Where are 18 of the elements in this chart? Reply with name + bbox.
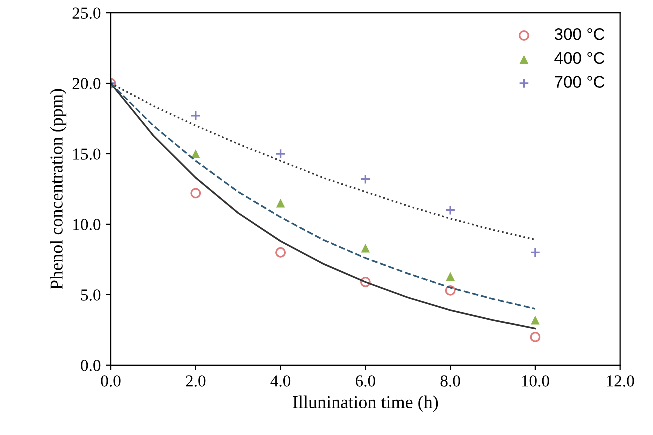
legend-label: 400 °C xyxy=(554,52,605,64)
y-tick-label: 15.0 xyxy=(74,148,101,160)
y-axis-title: Phenol concentration (ppm) xyxy=(50,89,67,290)
x-tick-label: 8.0 xyxy=(440,376,460,387)
x-tick-label: 4.0 xyxy=(270,376,291,387)
x-tick-label: 6.0 xyxy=(356,376,376,387)
x-tick-label: 12.0 xyxy=(607,376,634,387)
x-tick-label: 10.0 xyxy=(522,376,550,387)
y-tick-label: 25.0 xyxy=(72,8,101,20)
x-tick-label: 0.0 xyxy=(101,376,121,387)
x-tick-label: 2.0 xyxy=(186,376,206,387)
y-tick-label: 0.0 xyxy=(81,360,101,372)
y-tick-label: 10.0 xyxy=(74,219,101,230)
x-axis-title: Illunination time (h) xyxy=(293,396,438,412)
legend-label: 700 °C xyxy=(555,76,605,88)
y-tick-label: 20.0 xyxy=(72,78,101,90)
y-tick-label: 5.0 xyxy=(81,290,101,301)
legend-label: 300 °C xyxy=(554,28,605,40)
